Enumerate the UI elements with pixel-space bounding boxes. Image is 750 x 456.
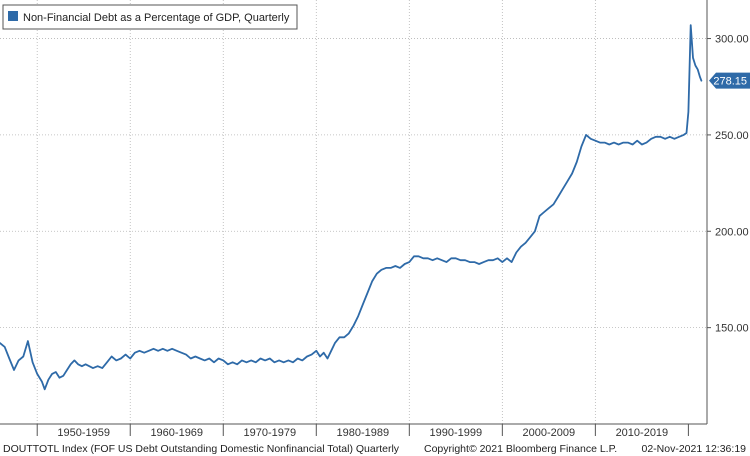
series	[0, 24, 703, 391]
last-value-label: 278.15	[713, 76, 747, 88]
x-tick-label-4: 1990-1999	[430, 427, 483, 439]
x-axis: 1950-1959 1960-1969 1970-1979 1980-1989 1990…	[36, 424, 689, 439]
legend-label: Non-Financial Debt as a Percentage of GD…	[23, 12, 290, 24]
footer-source: DOUTTOTL Index (FOF US Debt Outstanding …	[3, 443, 400, 455]
legend-swatch	[8, 11, 18, 21]
series-line-0	[0, 24, 703, 391]
x-tick-label-1: 1960-1969	[150, 427, 203, 439]
last-value-tag: 278.15	[709, 72, 750, 89]
y-tick-label-0: 150.00	[715, 323, 749, 335]
x-tick-label-2: 1970-1979	[243, 427, 296, 439]
legend: Non-Financial Debt as a Percentage of GD…	[2, 4, 298, 30]
legend-box	[2, 4, 298, 30]
footer-copyright: Copyright© 2021 Bloomberg Finance L.P.	[424, 443, 617, 455]
y-axis: 150.00 200.00 250.00 300.00	[707, 34, 749, 335]
y-tick-label-2: 250.00	[715, 130, 749, 142]
footer-timestamp: 02-Nov-2021 12:36:19	[642, 443, 747, 455]
gridlines	[0, 0, 707, 424]
y-tick-label-3: 300.00	[715, 34, 749, 46]
footer: DOUTTOTL Index (FOF US Debt Outstanding …	[3, 443, 746, 455]
x-tick-label-6: 2010-2019	[616, 427, 669, 439]
last-value-marker	[709, 72, 750, 89]
y-tick-label-1: 200.00	[715, 226, 749, 238]
x-tick-label-0: 1950-1959	[57, 427, 110, 439]
plot-area	[0, 0, 707, 424]
x-tick-label-3: 1980-1989	[336, 427, 389, 439]
x-tick-label-5: 2000-2009	[523, 427, 576, 439]
